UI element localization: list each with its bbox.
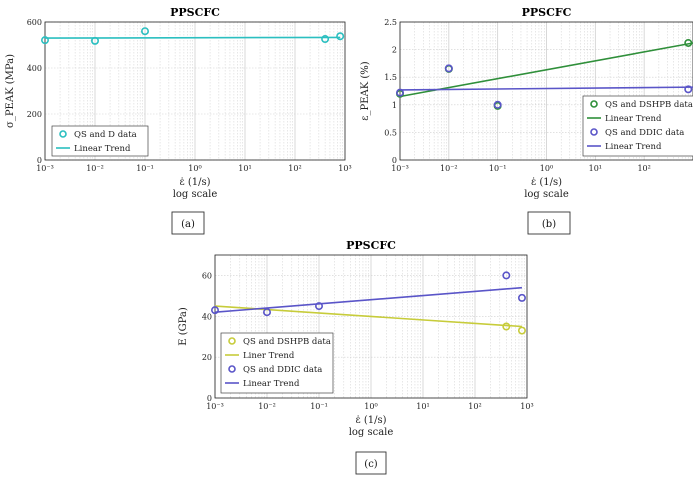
panel-label: (b): [542, 219, 556, 230]
data-point: [517, 326, 526, 335]
data-point: [444, 64, 453, 73]
panel-label-box: [527, 211, 571, 235]
y-tick-label: 0: [392, 156, 397, 165]
y-tick-label: 20: [202, 353, 212, 362]
legend-entry: Linear Trend: [605, 142, 662, 152]
data-point: [517, 293, 526, 302]
legend-marker-swatch: [590, 100, 598, 108]
y-tick-label: 0: [37, 156, 42, 165]
x-tick-label: 10¹: [416, 402, 429, 411]
panel-label-box: [355, 451, 387, 475]
x-tick-label: 10³: [338, 164, 351, 173]
x-axis-label: ε̇ (1/s): [531, 177, 562, 188]
legend-box: [582, 95, 693, 157]
chart-title: PPSCFC: [522, 6, 572, 19]
y-tick-label: 1.5: [384, 73, 397, 82]
chart-title: PPSCFC: [346, 239, 396, 252]
data-point: [336, 32, 345, 41]
data-point: [314, 302, 323, 311]
y-tick-label: 200: [27, 110, 42, 119]
y-axis-label: E (GPa): [178, 307, 189, 346]
x-axis-sublabel: log scale: [349, 427, 394, 438]
x-tick-label: 10⁻³: [36, 164, 54, 173]
legend-marker-swatch: [228, 365, 236, 373]
panel-label-box: [171, 211, 205, 235]
y-tick-label: 600: [27, 18, 42, 27]
x-tick-label: 10⁻¹: [310, 402, 328, 411]
legend: QS and D data Linear Trend: [51, 125, 149, 157]
x-axis-sublabel: log scale: [524, 189, 569, 200]
x-tick-label: 10¹: [238, 164, 251, 173]
legend-box: [220, 332, 334, 394]
y-tick-label: 0.5: [384, 128, 397, 137]
legend-entry: QS and DSHPB data: [605, 100, 693, 110]
y-tick-label: 2.5: [384, 18, 397, 27]
data-point: [40, 36, 49, 45]
data-point: [211, 306, 220, 315]
data-point: [684, 85, 693, 94]
y-axis-label: ε_PEAK (%): [360, 61, 371, 120]
chart-panel-1: PPSCFC 0 200 400 600 10⁻³ 10⁻² 10⁻¹ 10⁰ 10¹ 10² 10³…: [5, 6, 352, 235]
x-tick-label: 10⁰: [364, 402, 377, 411]
x-tick-label: 10²: [288, 164, 301, 173]
legend: QS and DSHPB data Liner Trend QS and DDIC …: [220, 332, 334, 394]
x-tick-label: 10³: [520, 402, 533, 411]
x-tick-label: 10¹: [589, 164, 602, 173]
y-tick-label: 40: [202, 312, 212, 321]
panel-label: (a): [181, 219, 195, 230]
legend-entry: Linear Trend: [243, 379, 300, 389]
y-axis-label: σ_PEAK (MPa): [5, 54, 16, 128]
x-tick-label: 10²: [468, 402, 481, 411]
data-point: [502, 271, 511, 280]
legend-entry: QS and DSHPB data: [243, 337, 331, 347]
y-tick-label: 60: [202, 271, 212, 280]
legend-marker-swatch: [590, 128, 598, 136]
trend-line: [399, 86, 693, 91]
data-point: [493, 100, 502, 109]
data-point: [262, 308, 271, 317]
legend-entry: Linear Trend: [605, 114, 662, 124]
y-tick-label: 2: [392, 46, 397, 55]
y-tick-label: 1: [392, 101, 397, 110]
legend-entry: Linear Trend: [74, 144, 131, 154]
legend-entry: Liner Trend: [243, 351, 295, 361]
x-tick-label: 10⁻³: [391, 164, 409, 173]
x-tick-label: 10⁻¹: [489, 164, 507, 173]
chart-panel-2: PPSCFC 0 0.5 1 1.5 2 2.5 10⁻³ 10⁻² 10⁻¹ 10⁰ 10¹ 10² ε…: [360, 6, 693, 235]
legend-entry: QS and DDIC data: [605, 128, 684, 138]
x-tick-label: 10²: [637, 164, 650, 173]
x-tick-label: 10⁻²: [86, 164, 104, 173]
x-axis-sublabel: log scale: [173, 189, 218, 200]
x-tick-label: 10⁰: [188, 164, 201, 173]
trend-line: [44, 36, 341, 39]
x-tick-label: 10⁻²: [258, 402, 276, 411]
legend-entry: QS and D data: [74, 130, 137, 140]
x-tick-label: 10⁰: [540, 164, 553, 173]
data-point: [502, 322, 511, 331]
legend-marker-swatch: [59, 130, 67, 138]
x-tick-label: 10⁻³: [206, 402, 224, 411]
trend-line: [399, 42, 693, 98]
chart-title: PPSCFC: [170, 6, 220, 19]
chart-panel-3: PPSCFC 0 20 40 60 10⁻³ 10⁻² 10⁻¹ 10⁰ 10¹ 10² 10³ ε̇ …: [178, 239, 534, 475]
x-axis-label: ε̇ (1/s): [179, 177, 210, 188]
data-point: [141, 27, 150, 36]
axes-frame: [214, 254, 528, 399]
x-tick-label: 10⁻¹: [136, 164, 154, 173]
legend-entry: QS and DDIC data: [243, 365, 322, 375]
y-tick-label: 400: [27, 64, 42, 73]
legend-box: [51, 125, 149, 157]
x-tick-label: 10⁻²: [440, 164, 458, 173]
data-point: [321, 35, 330, 44]
panel-label: (c): [364, 459, 378, 470]
trend-line: [214, 286, 523, 313]
axes-frame: [44, 21, 346, 161]
y-tick-label: 0: [207, 394, 212, 403]
legend-marker-swatch: [228, 337, 236, 345]
legend: QS and DSHPB data Linear Trend QS and DDIC…: [582, 95, 693, 157]
x-axis-label: ε̇ (1/s): [355, 415, 386, 426]
